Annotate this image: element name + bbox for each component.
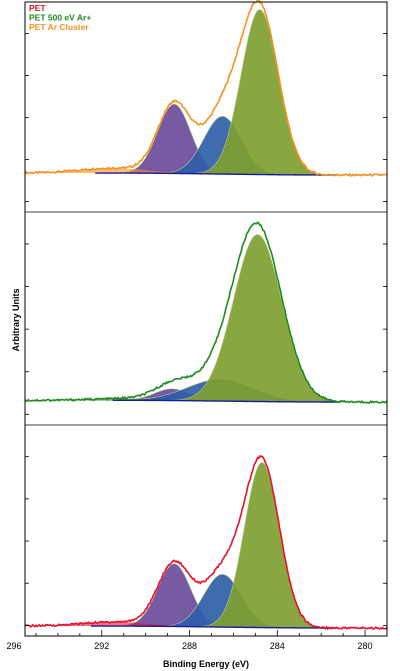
panel-2-envelope bbox=[24, 221, 388, 404]
panel-3 bbox=[16, 454, 388, 631]
x-tick-label-280: 280 bbox=[358, 641, 373, 651]
x-axis: 296 292 288 284 280 bbox=[7, 630, 373, 651]
panel-1-envelope bbox=[24, 0, 388, 177]
x-tick-label-288: 288 bbox=[182, 641, 197, 651]
legend-entry-1: PET bbox=[29, 3, 46, 13]
panel-2-background-line bbox=[112, 399, 338, 403]
legend-entry-3: PET Ar Cluster bbox=[29, 22, 89, 32]
panel-3-envelope bbox=[24, 454, 388, 631]
panel-1 bbox=[14, 0, 388, 213]
panel-2 bbox=[24, 221, 388, 426]
x-tick-label-296: 296 bbox=[7, 641, 22, 651]
panel-1-satellite bbox=[14, 168, 212, 174]
y-axis-title: Arbitrary Units bbox=[11, 288, 21, 351]
plot-frame bbox=[24, 1, 388, 637]
panel-1-background-line bbox=[95, 172, 338, 176]
x-axis-title: Binding Energy (eV) bbox=[163, 659, 249, 669]
panels-layer bbox=[14, 0, 388, 631]
panel-3-background-line bbox=[90, 625, 338, 629]
x-tick-label-284: 284 bbox=[270, 641, 285, 651]
x-tick-label-292: 292 bbox=[94, 641, 109, 651]
legend-entry-2: PET 500 eV Ar+ bbox=[29, 13, 91, 23]
